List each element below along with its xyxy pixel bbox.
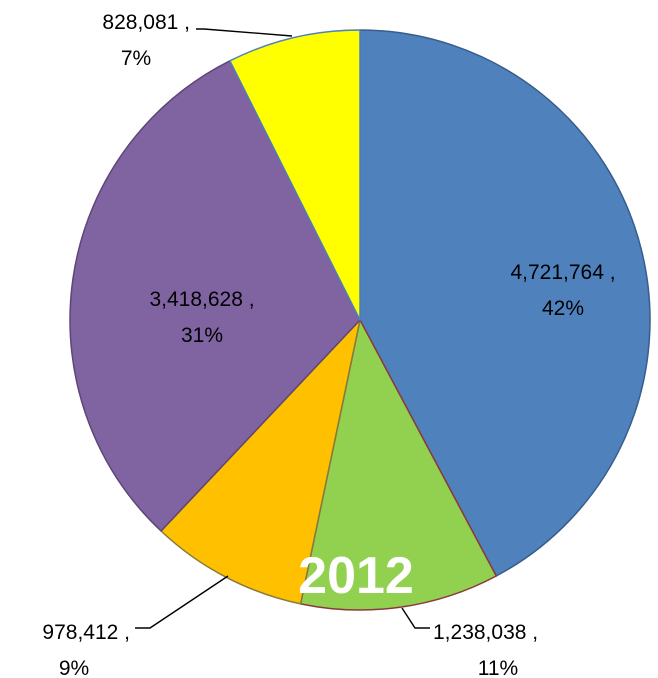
leader-lines — [135, 28, 430, 629]
pie-slice — [299, 319, 498, 611]
chart-title: 2012 — [298, 547, 414, 605]
data-label-percent: 42% — [542, 297, 584, 320]
data-label-value: 1,238,038 , — [433, 621, 538, 644]
data-label-percent: 9% — [59, 657, 89, 678]
data-label-value: 3,418,628 , — [149, 288, 254, 311]
data-labels: 4,721,764 , 42% 1,238,038 , 11% 978,412 , 9% 3… — [42, 11, 615, 678]
leader-line — [196, 28, 293, 37]
pie-slice — [69, 60, 361, 532]
pie-slices — [69, 29, 651, 611]
leader-line — [135, 575, 229, 629]
pie-slice — [359, 29, 651, 577]
data-label-percent: 7% — [121, 47, 151, 70]
data-label-percent: 31% — [181, 324, 223, 347]
pie-slice — [229, 29, 361, 321]
leader-line — [401, 607, 430, 629]
data-label-value: 828,081 , — [102, 11, 190, 34]
data-label-value: 4,721,764 , — [510, 261, 615, 284]
data-label-value: 978,412 , — [42, 621, 130, 644]
data-label-percent: 11% — [478, 657, 518, 678]
